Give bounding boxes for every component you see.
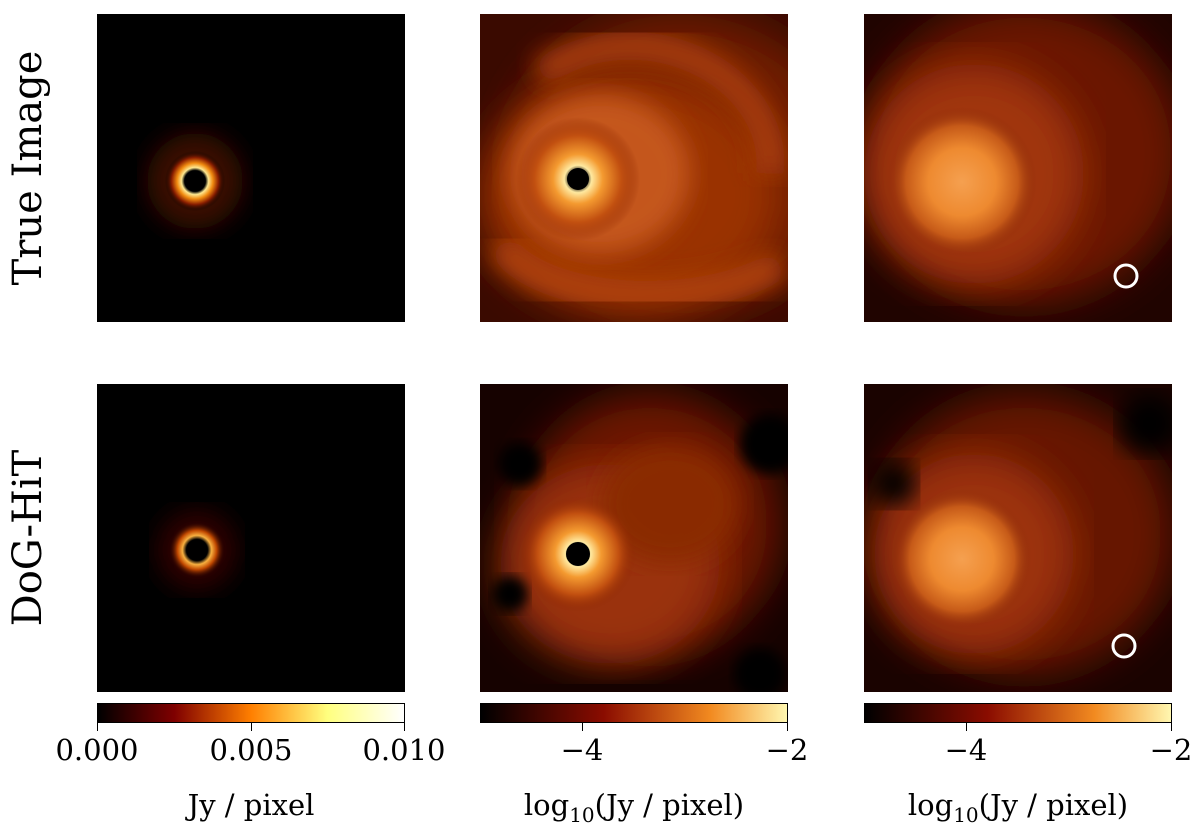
- row-label-dog-hit: DoG-HiT: [5, 449, 51, 627]
- image-panel-dog-hit-blurred: [864, 384, 1172, 692]
- image-panel-dog-hit-linear: [97, 384, 405, 692]
- colorbar-label: Jy / pixel: [187, 788, 315, 822]
- image-panel-true-log: [480, 14, 788, 322]
- tick-label: −4: [944, 733, 988, 767]
- colorbar-label: log10(Jy / pixel): [523, 788, 745, 827]
- colorbar-label: log10(Jy / pixel): [907, 788, 1129, 827]
- tick-label: −2: [1149, 733, 1193, 767]
- beam-circle-marker: [1113, 263, 1139, 289]
- tick-label: 0.000: [55, 733, 139, 767]
- row-label-true-image: True Image: [5, 50, 51, 286]
- colorbar-log-blurred: −4 −2 log10(Jy / pixel): [864, 703, 1192, 833]
- colorbar-linear: 0.000 0.005 0.010 Jy / pixel: [55, 703, 446, 833]
- tick-label: −4: [560, 733, 604, 767]
- tick-label: −2: [765, 733, 809, 767]
- image-panel-dog-hit-log: [480, 384, 788, 692]
- image-panel-true-blurred: [864, 14, 1172, 322]
- tick-label: 0.005: [209, 733, 293, 767]
- image-panel-true-linear: [97, 14, 405, 322]
- tick-label: 0.010: [362, 733, 446, 767]
- beam-circle-marker: [1111, 633, 1137, 659]
- colorbar-log: −4 −2 log10(Jy / pixel): [480, 703, 808, 833]
